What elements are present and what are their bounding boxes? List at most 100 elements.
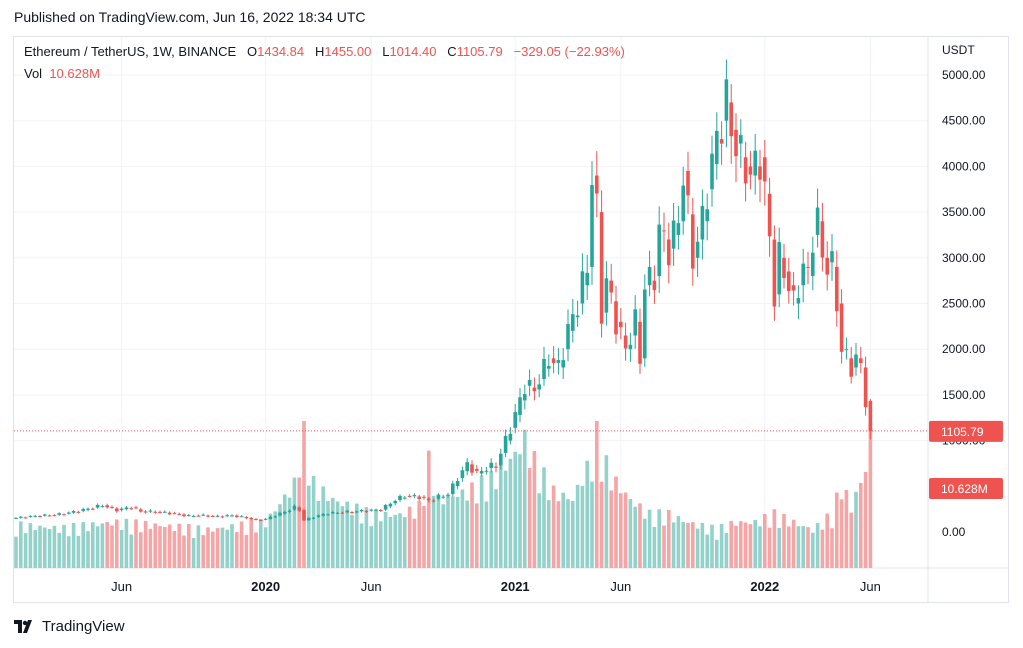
candle-body <box>446 494 450 496</box>
volume-bar <box>460 489 465 568</box>
volume-bar <box>139 532 143 568</box>
volume-bar <box>801 526 805 568</box>
candle-body <box>182 514 186 517</box>
candle-body <box>489 462 493 469</box>
volume-bar <box>839 499 844 568</box>
volume-bar <box>292 477 297 568</box>
ohlc-legend: Ethereum / TetherUS, 1W, BINANCE O1434.8… <box>24 44 625 59</box>
candle-body <box>465 462 469 472</box>
volume-bar <box>633 506 637 568</box>
candle-body <box>287 510 292 512</box>
candle-body <box>335 512 340 514</box>
volume-bar <box>273 511 277 568</box>
volume-bar <box>657 509 661 568</box>
last-price-tag[interactable] <box>929 420 1003 442</box>
candle-body <box>417 496 421 499</box>
volume-bar <box>388 516 393 568</box>
volume-bar <box>297 477 301 568</box>
close-value: 1105.79 <box>456 44 503 59</box>
candle-body <box>57 513 61 515</box>
volume-bar <box>465 500 469 568</box>
volume-bar <box>455 496 460 568</box>
volume-bar <box>815 523 820 568</box>
volume-bar <box>729 520 733 568</box>
candle-body <box>604 278 609 313</box>
symbol-label[interactable]: Ethereum / TetherUS, 1W, BINANCE <box>24 44 237 59</box>
volume-bar <box>19 521 23 568</box>
open-value: 1434.84 <box>257 44 305 59</box>
volume-tag[interactable] <box>929 478 1003 499</box>
candle-body <box>729 102 733 137</box>
volume-bar <box>777 527 781 568</box>
volume-bar <box>163 526 167 568</box>
volume-bar <box>566 499 570 568</box>
volume-bar <box>340 506 345 568</box>
candle-body <box>177 513 181 515</box>
candle-body <box>580 271 585 304</box>
candle-body <box>441 496 445 498</box>
candle-body <box>273 516 277 518</box>
tradingview-brand[interactable]: TradingView <box>14 618 125 635</box>
volume-bar <box>350 514 354 568</box>
candle-body <box>681 185 685 222</box>
candle-body <box>47 515 52 517</box>
volume-bar <box>667 510 671 568</box>
volume-bar <box>868 424 873 568</box>
candle-body <box>201 514 205 516</box>
candle-body <box>235 515 239 518</box>
candle-body <box>393 500 397 504</box>
candle-body <box>484 470 489 472</box>
candle-body <box>633 309 637 336</box>
volume-bar <box>580 485 585 568</box>
candle-body <box>815 207 820 235</box>
volume-bar <box>585 460 589 568</box>
candle-body <box>475 468 479 471</box>
volume-bar <box>235 532 239 568</box>
candle-body <box>364 510 369 512</box>
volume-bar <box>782 513 786 568</box>
candle-body <box>38 516 42 518</box>
volume-bar <box>734 525 738 568</box>
volume-bar <box>614 476 618 568</box>
volume-bar <box>854 491 858 568</box>
candle-body <box>398 495 402 501</box>
volume-bar <box>475 503 479 568</box>
candle-body <box>806 266 810 268</box>
candle-body <box>743 157 748 184</box>
volume-bar <box>134 519 138 568</box>
candle-body <box>225 515 229 517</box>
volume-bar <box>119 529 124 568</box>
volume-bar <box>43 527 47 568</box>
candle-body <box>379 509 383 511</box>
volume-label[interactable]: Vol <box>24 66 43 81</box>
candle-body <box>259 520 263 522</box>
candle-body <box>369 509 373 511</box>
candle-body <box>542 358 546 380</box>
volume-bar <box>724 533 729 568</box>
candle-body <box>571 314 575 331</box>
volume-bar <box>849 512 853 568</box>
volume-bar <box>86 531 90 568</box>
volume-bar <box>628 499 633 568</box>
candle-body <box>734 129 738 157</box>
volume-bar <box>244 534 249 568</box>
time-tick-label: Jun <box>860 579 881 594</box>
volume-bar <box>643 518 647 568</box>
volume-bar <box>172 531 177 568</box>
price-tick-label: 0.00 <box>942 525 966 539</box>
time-tick-label: 2022 <box>750 579 779 594</box>
candle-body <box>758 166 762 180</box>
candle-body <box>547 366 551 369</box>
volume-bar <box>422 505 426 568</box>
candle-body <box>527 380 532 386</box>
volume-bar <box>676 516 681 568</box>
candle-body <box>350 512 354 514</box>
candle-body <box>283 511 287 514</box>
candle-body <box>297 507 301 511</box>
candle-body <box>609 280 613 293</box>
candle-body <box>782 257 786 279</box>
time-tick-label: 2021 <box>501 579 530 594</box>
candle-body <box>187 515 191 517</box>
time-tick-label: Jun <box>610 579 631 594</box>
